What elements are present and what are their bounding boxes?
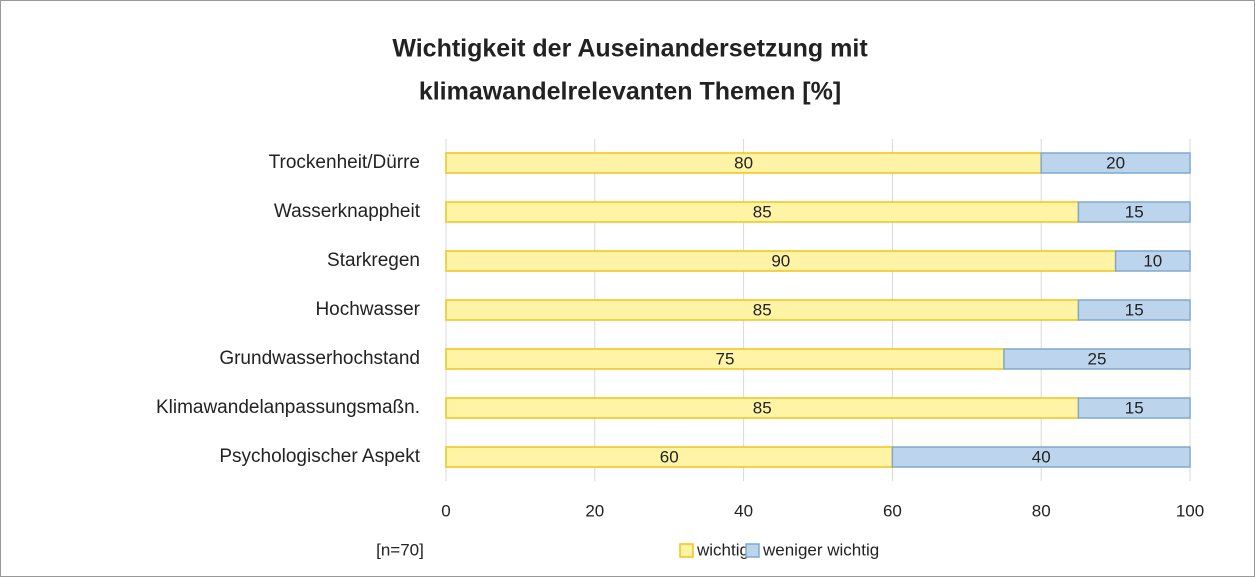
y-tick-label: Trockenheit/Dürre (269, 152, 420, 173)
data-label: 85 (753, 398, 772, 417)
y-tick-label: Grundwasserhochstand (219, 348, 420, 369)
x-tick-label: 40 (734, 501, 753, 520)
x-tick-label: 60 (883, 501, 902, 520)
data-label: 60 (660, 447, 679, 466)
data-label: 15 (1125, 398, 1144, 417)
bar-segment (1077, 299, 1191, 321)
data-label: 85 (753, 202, 772, 221)
data-label: 15 (1125, 300, 1144, 319)
data-label: 25 (1088, 349, 1107, 368)
bar-segment (1114, 250, 1191, 272)
bar-segment (1077, 397, 1191, 419)
data-label: 85 (753, 300, 772, 319)
legend-swatch (745, 543, 760, 558)
legend-label: wichtig (696, 540, 749, 559)
x-tick-label: 80 (1032, 501, 1051, 520)
data-label: 20 (1106, 153, 1125, 172)
y-tick-label: Hochwasser (315, 299, 420, 320)
x-tick-label: 0 (441, 501, 450, 520)
y-tick-label: Starkregen (327, 250, 420, 271)
x-tick-label: 20 (585, 501, 604, 520)
chart-title: klimawandelrelevanten Themen [%] (419, 78, 841, 106)
data-label: 40 (1032, 447, 1051, 466)
y-tick-label: Klimawandelanpassungsmaßn. (156, 397, 420, 418)
y-tick-label: Wasserknappheit (274, 201, 421, 222)
x-tick-label: 100 (1176, 501, 1204, 520)
legend-swatch (679, 543, 694, 558)
bar-segment (1077, 201, 1191, 223)
data-label: 15 (1125, 202, 1144, 221)
bar-segment (891, 446, 1191, 468)
chart-title: Wichtigkeit der Auseinandersetzung mit (392, 35, 868, 63)
annotation: [n=70] (376, 540, 424, 559)
legend-label: weniger wichtig (762, 540, 879, 559)
bar-segment (1003, 348, 1191, 370)
data-label: 80 (734, 153, 753, 172)
data-label: 90 (771, 251, 790, 270)
bar-segment (1040, 152, 1191, 174)
data-label: 10 (1143, 251, 1162, 270)
data-label: 75 (716, 349, 735, 368)
y-tick-label: Psychologischer Aspekt (219, 446, 420, 467)
